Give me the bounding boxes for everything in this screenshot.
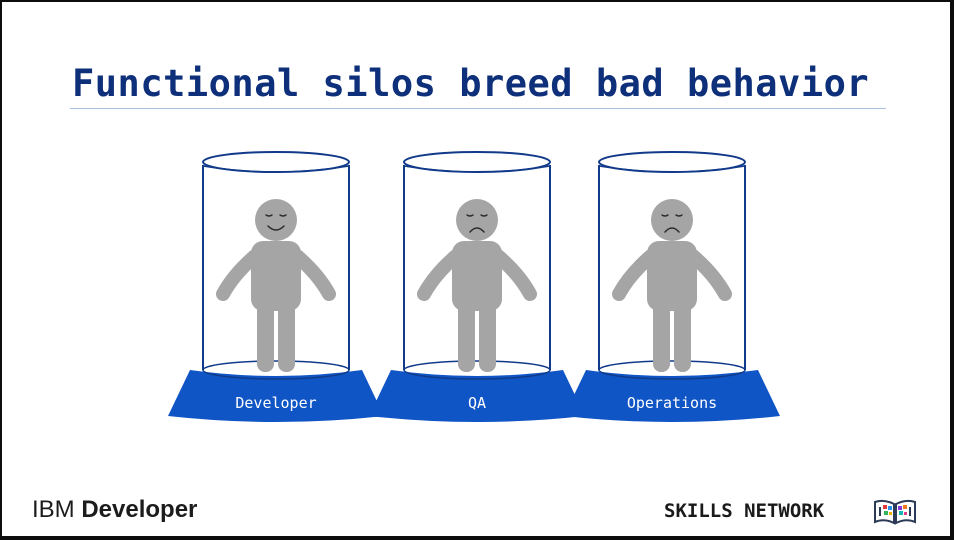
silo-operations: Operations (564, 152, 780, 422)
ibm-developer-logo: IBM Developer (32, 496, 197, 524)
pedestal-label-qa: QA (468, 394, 486, 412)
skills-network-book-icon (874, 499, 916, 525)
pedestal-label-developer: Developer (235, 394, 316, 412)
silo-qa: QA (369, 152, 585, 422)
title-divider (70, 108, 886, 109)
pedestal-label-operations: Operations (627, 394, 717, 412)
sad-face-icon (664, 227, 680, 233)
developer-brand-text: Developer (81, 496, 198, 523)
happy-face-icon (267, 225, 285, 231)
slide-title: Functional silos breed bad behavior (72, 62, 870, 105)
ibm-brand-text: IBM (32, 496, 75, 523)
skills-network-logo-text: SKILLS NETWORK (664, 500, 825, 522)
silo-developer: Developer (168, 152, 384, 422)
sad-face-icon (469, 227, 485, 233)
